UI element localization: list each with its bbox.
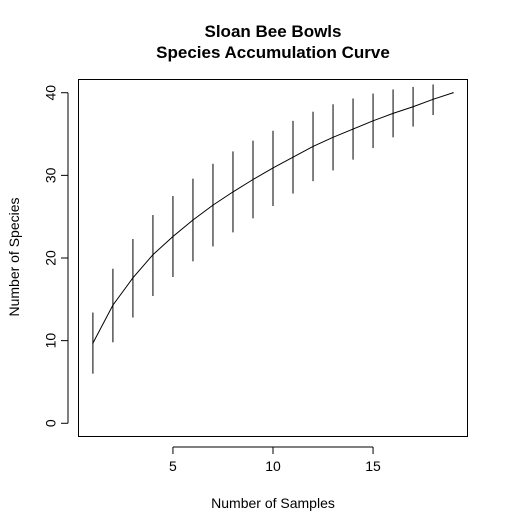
accumulation-curve-line	[92, 92, 454, 344]
curve-point	[232, 191, 234, 193]
curve-point	[272, 167, 274, 169]
y-tick-label: 40	[43, 85, 59, 101]
chart-title: Sloan Bee Bowls	[205, 22, 342, 41]
curve-point	[392, 112, 394, 114]
y-axis: 0 10 20 30 40	[43, 85, 69, 427]
y-tick-label: 0	[43, 419, 59, 427]
curve-point	[252, 178, 254, 181]
y-tick-label: 20	[43, 250, 59, 266]
x-axis: 5 10 15	[169, 446, 381, 474]
curve-point	[452, 92, 454, 94]
series-group	[92, 92, 454, 344]
curve-point	[412, 106, 414, 108]
x-axis-label: Number of Samples	[211, 495, 335, 511]
curve-point	[92, 342, 94, 344]
curve-point	[172, 235, 174, 238]
chart-subtitle: Species Accumulation Curve	[156, 43, 390, 62]
error-bars	[92, 84, 434, 374]
x-tick-label: 15	[365, 458, 381, 474]
curve-point	[332, 136, 334, 138]
y-tick-label: 10	[43, 333, 59, 349]
curve-point	[352, 128, 354, 130]
y-axis-label: Number of Species	[6, 197, 22, 316]
x-tick-label: 5	[169, 458, 177, 474]
y-tick-label: 30	[43, 167, 59, 183]
curve-point	[312, 145, 314, 148]
curve-point	[112, 304, 114, 306]
curve-point	[152, 254, 154, 256]
curve-point	[372, 120, 374, 122]
curve-point	[132, 277, 134, 279]
curve-point	[292, 156, 294, 158]
curve-point	[432, 98, 434, 100]
curve-point	[192, 219, 194, 221]
plot-frame	[78, 79, 468, 437]
curve-point	[212, 204, 214, 206]
x-tick-label: 10	[265, 458, 281, 474]
